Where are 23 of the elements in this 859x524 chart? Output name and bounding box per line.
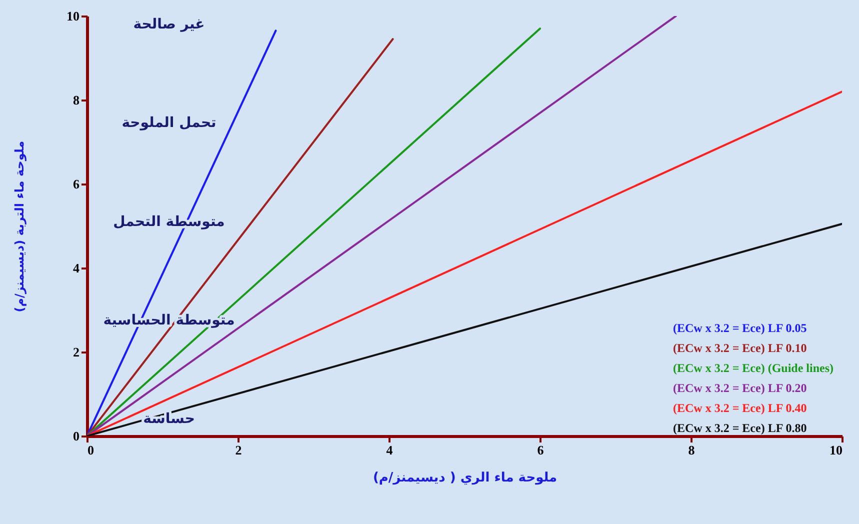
y-tick-label: 8 — [73, 92, 80, 108]
x-tick-label: 8 — [688, 442, 696, 458]
text: (ECw x 3.2 = Ece) LF 0.80 — [673, 421, 807, 435]
text: (ECw x 3.2 = Ece) LF 0.10 — [673, 341, 807, 355]
y-axis-title: ملوحة ماء التربة (ديسيمنز/م) — [12, 140, 26, 312]
text: (ECw x 3.2 = Ece) (Guide lines) — [673, 361, 834, 375]
annotation: حساسة — [143, 411, 195, 428]
y-tick-label: 6 — [73, 176, 80, 192]
text: (ECw x 3.2 = Ece) LF 0.05 — [673, 321, 807, 335]
x-tick-label: 6 — [537, 442, 544, 458]
x-tick-label: 2 — [235, 442, 242, 458]
y-tick-label: 0 — [73, 428, 80, 444]
annotation: تحمل الملوحة — [122, 115, 216, 132]
y-tick-label: 10 — [66, 8, 80, 24]
text: (ECw x 3.2 = Ece) LF 0.20 — [673, 381, 807, 395]
x-axis-title: ملوحة ماء الري ( ديسيمنز/م) — [372, 470, 558, 486]
text: (ECw x 3.2 = Ece) LF 0.40 — [673, 401, 807, 415]
y-tick-label: 2 — [73, 344, 80, 360]
y-tick-label: 4 — [73, 260, 80, 276]
annotation: غير صالحة — [133, 16, 205, 32]
x-tick-label: 4 — [386, 442, 394, 458]
x-tick-label: 0 — [88, 442, 94, 458]
x-tick-label: 10 — [830, 442, 842, 458]
